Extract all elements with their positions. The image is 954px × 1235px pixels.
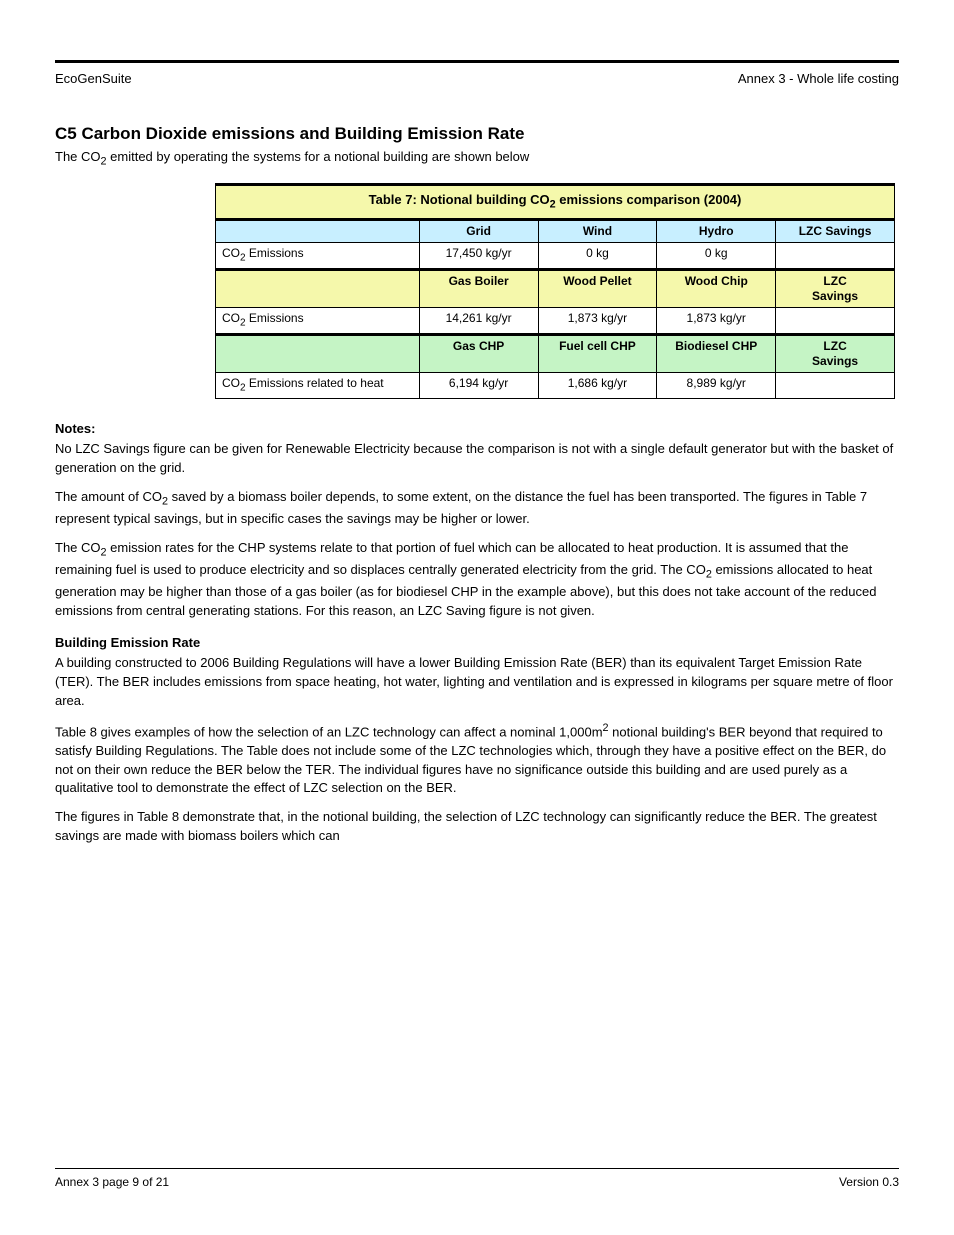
row-b-label: CO2 Emissions xyxy=(222,311,304,325)
table-header-a: Grid Wind Hydro LZC Savings xyxy=(216,220,895,243)
row-a-label: CO2 Emissions xyxy=(222,246,304,260)
table-title-row: Table 7: Notional building CO2 emissions… xyxy=(216,185,895,220)
row-c-label: CO2 Emissions related to heat xyxy=(222,376,384,390)
notes-para-1: No LZC Savings figure can be given for R… xyxy=(55,440,899,478)
footer-right: Version 0.3 xyxy=(839,1175,899,1189)
table-header-b: Gas Boiler Wood Pellet Wood Chip LZCSavi… xyxy=(216,270,895,308)
notes-para-3: The CO2 emission rates for the CHP syste… xyxy=(55,539,899,621)
table-header-c: Gas CHP Fuel cell CHP Biodiesel CHP LZCS… xyxy=(216,335,895,373)
table-row-c: CO2 Emissions related to heat 6,194 kg/y… xyxy=(216,373,895,399)
header-right: Annex 3 - Whole life costing xyxy=(738,71,899,86)
footer-left: Annex 3 page 9 of 21 xyxy=(55,1175,169,1189)
footer-rule xyxy=(55,1168,899,1169)
notes-heading: Notes: xyxy=(55,421,899,436)
page-header: EcoGenSuite Annex 3 - Whole life costing xyxy=(55,71,899,86)
table-row-a: CO2 Emissions 17,450 kg/yr 0 kg 0 kg xyxy=(216,243,895,270)
page-footer: Annex 3 page 9 of 21 Version 0.3 xyxy=(55,1168,899,1189)
header-rule xyxy=(55,60,899,63)
page: EcoGenSuite Annex 3 - Whole life costing… xyxy=(0,0,954,1235)
notes-para-2: The amount of CO2 saved by a biomass boi… xyxy=(55,488,899,529)
emissions-table-wrap: Table 7: Notional building CO2 emissions… xyxy=(215,183,895,399)
header-left: EcoGenSuite xyxy=(55,71,132,86)
ber-para-1: A building constructed to 2006 Building … xyxy=(55,654,899,711)
section-heading: C5 Carbon Dioxide emissions and Building… xyxy=(55,124,899,144)
ber-para-2: Table 8 gives examples of how the select… xyxy=(55,721,899,799)
ber-para-3: The figures in Table 8 demonstrate that,… xyxy=(55,808,899,846)
section-desc: The CO2 emitted by operating the systems… xyxy=(55,148,899,169)
ber-heading: Building Emission Rate xyxy=(55,635,899,650)
emissions-table: Table 7: Notional building CO2 emissions… xyxy=(215,183,895,399)
table-row-b: CO2 Emissions 14,261 kg/yr 1,873 kg/yr 1… xyxy=(216,308,895,335)
